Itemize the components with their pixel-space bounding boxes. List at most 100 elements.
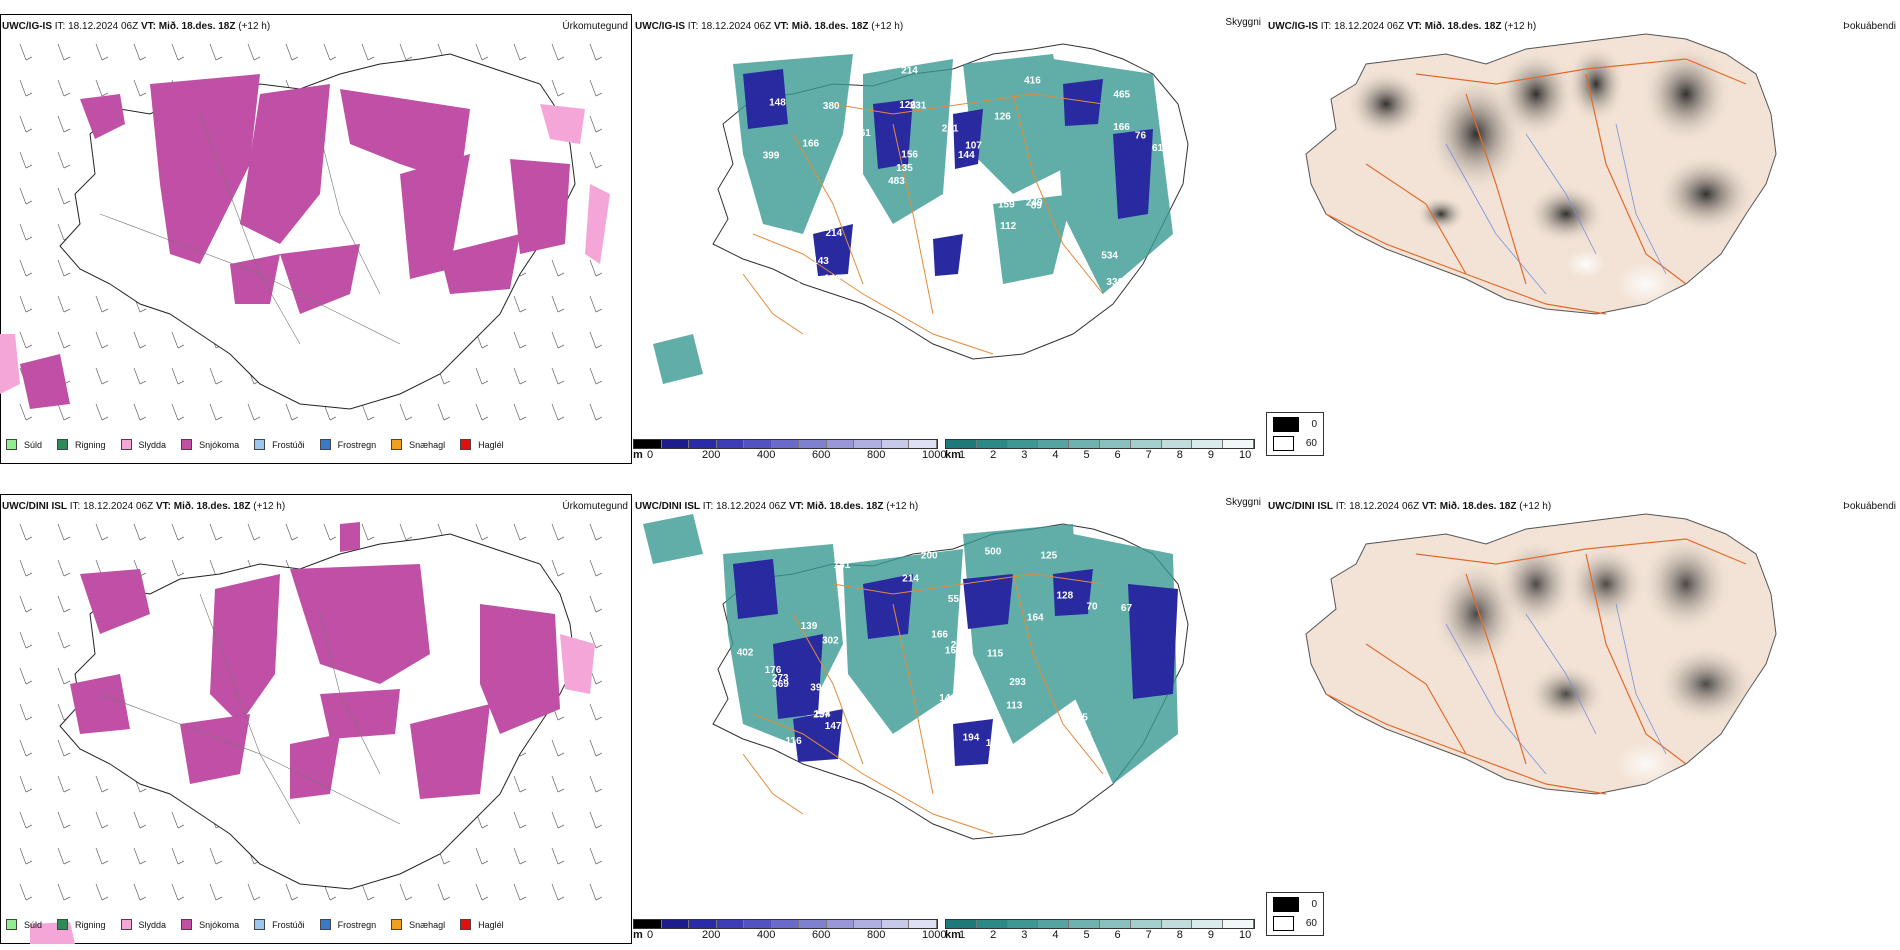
legend-swatch	[319, 439, 331, 450]
visibility-value-label: 144	[958, 150, 975, 161]
wind-barb	[513, 43, 527, 61]
colorbar-swatch	[1223, 440, 1254, 448]
legend-swatch	[254, 919, 266, 930]
colorbar-swatch	[854, 920, 882, 928]
colorbar-tick-label: 800	[867, 449, 886, 461]
legend-swatch	[57, 919, 69, 930]
visibility-value-label: 181	[834, 560, 851, 571]
wind-barb	[19, 559, 33, 577]
wind-barb	[19, 667, 33, 685]
wind-barb	[95, 295, 109, 313]
wind-barb	[551, 331, 565, 349]
legend-item: Frostregn	[319, 439, 376, 450]
panel-header: UWC/DINI ISL IT: 18.12.2024 06Z VT: Mið.…	[635, 501, 919, 512]
wind-barb	[57, 115, 71, 133]
colorbar-swatch	[1192, 440, 1224, 448]
legend-item: Haglél	[460, 439, 504, 450]
colorbar-swatch	[1069, 440, 1100, 448]
visibility-value-label: 156	[901, 149, 918, 160]
visibility-m-colorbar: m 0 200 400 600 800 1000	[633, 919, 946, 941]
colorbar-tick-label: 6	[1114, 929, 1121, 941]
colorbar-tick-label: 2	[990, 929, 997, 941]
wind-barb	[19, 703, 33, 721]
visibility-value-label: 214	[901, 66, 918, 77]
wind-barb	[513, 523, 527, 541]
colorbar-swatch	[946, 920, 977, 928]
wind-barb	[285, 403, 299, 421]
wind-barb	[361, 883, 375, 901]
wind-barb	[19, 43, 33, 61]
wind-barb	[57, 631, 71, 649]
wind-barb	[247, 43, 261, 61]
colorbar-tick-label: 8	[1176, 449, 1183, 461]
visibility-value-label: 958	[1073, 276, 1090, 287]
colorbar-swatch	[1069, 920, 1100, 928]
legend-swatch	[6, 919, 17, 930]
visibility-value-label: 139	[801, 621, 818, 632]
wind-barb	[133, 79, 147, 97]
wind-barb	[133, 367, 147, 385]
wind-barb	[551, 775, 565, 793]
colorbar-swatch	[744, 440, 772, 448]
wind-barb	[589, 559, 603, 577]
legend-swatch	[254, 439, 266, 450]
wind-barb	[57, 43, 71, 61]
visibility-km-colorbar: km 1 2 3 4 5 6 7 8 9 10	[945, 439, 1255, 461]
wind-barb	[209, 847, 223, 865]
colorbar-tick-label: 1	[959, 449, 966, 461]
visibility-value-label: 203	[945, 290, 962, 301]
visibility-value-label: 166	[1113, 122, 1130, 133]
wind-barb	[589, 43, 603, 61]
wind-barb	[589, 523, 603, 541]
legend-swatch	[319, 919, 331, 930]
wind-barb	[133, 523, 147, 541]
legend-item: Súld	[6, 439, 42, 450]
visibility-map-top: 3363994654831264821262314286120714323110…	[653, 43, 1189, 384]
visibility-value-label: 166	[931, 630, 948, 641]
wind-barb	[95, 775, 109, 793]
fog-legend: 0 60	[1266, 412, 1324, 456]
visibility-panel-top: UWC/IG-IS IT: 18.12.2024 06Z VT: Mið. 18…	[633, 14, 1265, 464]
wind-barb	[361, 43, 375, 61]
fog-legend: 0 60	[1266, 892, 1324, 936]
visibility-value-label: 465	[1113, 89, 1130, 100]
fog-panel-top: UWC/IG-IS IT: 18.12.2024 06Z VT: Mið. 18…	[1266, 14, 1900, 464]
visibility-value-label: 273	[772, 673, 789, 684]
colorbar-swatch	[976, 440, 1008, 448]
colorbar-unit: m	[633, 929, 643, 941]
colorbar-tick-label: 9	[1207, 929, 1214, 941]
visibility-value-label: 126	[899, 100, 916, 111]
wind-barb	[19, 187, 33, 205]
visibility-value-label: 394	[810, 683, 827, 694]
colorbar-swatch	[946, 440, 977, 448]
precip-type-panel-bottom: UWC/DINI ISL IT: 18.12.2024 06Z VT: Mið.…	[0, 494, 632, 944]
visibility-value-label: 176	[765, 665, 782, 676]
colorbar-swatch	[771, 440, 800, 448]
wind-barb	[95, 331, 109, 349]
wind-barb	[19, 79, 33, 97]
visibility-value-label: 380	[823, 101, 840, 112]
panel-header: UWC/IG-IS IT: 18.12.2024 06Z VT: Mið. 18…	[635, 21, 904, 32]
fog-legend-swatch	[1273, 417, 1300, 432]
visibility-value-label: 399	[763, 151, 780, 162]
colorbar-swatch	[1223, 920, 1254, 928]
fog-legend-row: 60	[1273, 916, 1317, 931]
visibility-value-label: 257	[813, 710, 830, 721]
wind-barb	[95, 43, 109, 61]
wind-barb	[361, 403, 375, 421]
wind-barb	[589, 631, 603, 649]
visibility-value-label: 402	[737, 647, 754, 658]
wind-barb	[19, 115, 33, 133]
wind-barb	[551, 847, 565, 865]
panel-header: UWC/IG-IS IT: 18.12.2024 06Z VT: Mið. 18…	[2, 21, 271, 32]
wind-barb	[57, 523, 71, 541]
colorbar-swatch	[881, 920, 910, 928]
legend-swatch	[181, 919, 193, 930]
wind-barb	[551, 811, 565, 829]
wind-barb	[513, 403, 527, 421]
precip-map-bottom	[19, 522, 603, 944]
colorbar-tick-label: 10	[1239, 929, 1252, 941]
wind-barb	[323, 43, 337, 61]
wind-barb	[57, 739, 71, 757]
visibility-value-label: 128	[1057, 590, 1074, 601]
